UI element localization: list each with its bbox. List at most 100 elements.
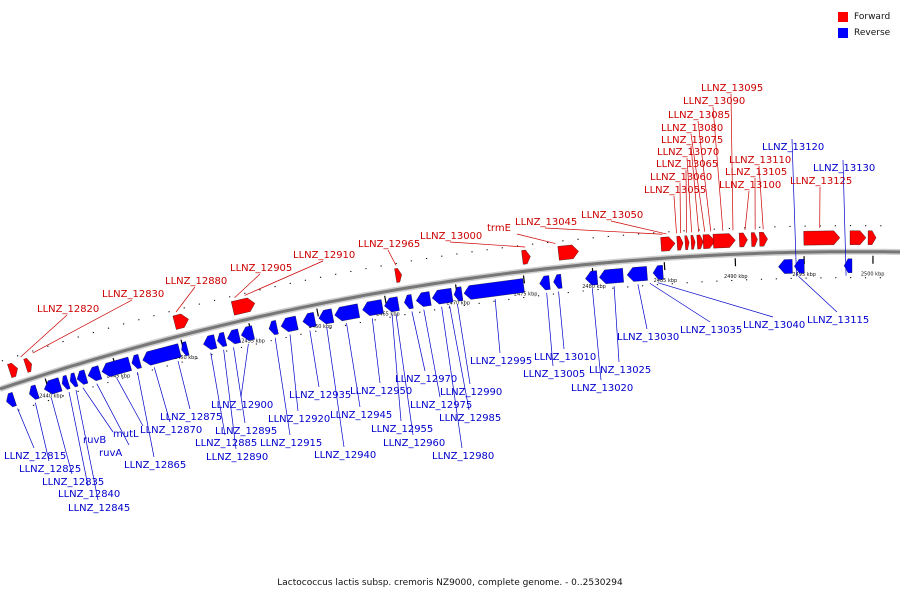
gene-label[interactable]: LLNZ_12845 [68, 503, 130, 514]
gene-arrow[interactable] [241, 325, 255, 341]
gene-arrow[interactable] [268, 320, 279, 335]
gene-arrow[interactable] [453, 286, 464, 302]
gene-label[interactable]: LLNZ_13115 [807, 315, 869, 326]
gene-arrow[interactable] [394, 268, 402, 283]
gene-arrow[interactable] [7, 362, 18, 378]
gene-label[interactable]: LLNZ_13020 [571, 383, 633, 394]
gene-label[interactable]: LLNZ_12870 [140, 425, 202, 436]
gene-arrow[interactable] [585, 270, 599, 286]
gene-label[interactable]: LLNZ_13130 [813, 163, 875, 174]
gene-label[interactable]: LLNZ_13120 [762, 142, 824, 153]
gene-label[interactable]: LLNZ_13025 [589, 365, 651, 376]
gene-label[interactable]: LLNZ_13040 [743, 320, 805, 331]
gene-label[interactable]: LLNZ_12935 [289, 390, 351, 401]
gene-arrow[interactable] [867, 230, 877, 245]
gene-arrow[interactable] [803, 230, 841, 246]
gene-arrow[interactable] [738, 232, 748, 248]
gene-label[interactable]: LLNZ_13080 [661, 123, 723, 134]
gene-arrow[interactable] [61, 375, 71, 390]
gene-arrow[interactable] [318, 308, 335, 325]
gene-label[interactable]: LLNZ_13105 [725, 167, 787, 178]
gene-label[interactable]: LLNZ_12975 [410, 400, 472, 411]
gene-label[interactable]: LLNZ_12955 [371, 424, 433, 435]
gene-label[interactable]: LLNZ_12910 [293, 250, 355, 261]
gene-arrow[interactable] [29, 384, 40, 400]
gene-label[interactable]: LLNZ_12820 [37, 304, 99, 315]
gene-arrow[interactable] [712, 233, 736, 249]
gene-arrow[interactable] [6, 392, 17, 408]
gene-arrow[interactable] [217, 332, 228, 347]
gene-arrow[interactable] [181, 341, 190, 357]
gene-label[interactable]: ruvA [99, 448, 122, 459]
gene-arrow[interactable] [302, 312, 317, 328]
gene-label[interactable]: LLNZ_12830 [102, 289, 164, 300]
gene-label[interactable]: LLNZ_12980 [432, 451, 494, 462]
gene-label[interactable]: LLNZ_12985 [439, 413, 501, 424]
gene-label[interactable]: LLNZ_13085 [668, 110, 730, 121]
gene-arrow[interactable] [676, 235, 684, 251]
gene-label[interactable]: ruvB [83, 435, 106, 446]
gene-label[interactable]: LLNZ_13100 [719, 180, 781, 191]
gene-label[interactable]: LLNZ_12865 [124, 460, 186, 471]
gene-arrow[interactable] [684, 235, 690, 250]
gene-arrow[interactable] [702, 234, 716, 249]
gene-arrow[interactable] [231, 297, 256, 316]
gene-arrow[interactable] [696, 234, 704, 250]
gene-label[interactable]: LLNZ_13055 [644, 185, 706, 196]
gene-label[interactable]: LLNZ_12995 [470, 356, 532, 367]
gene-label[interactable]: LLNZ_12965 [358, 239, 420, 250]
gene-arrow[interactable] [87, 365, 103, 381]
gene-label[interactable]: mutL [113, 429, 139, 440]
gene-label[interactable]: LLNZ_13045 [515, 217, 577, 228]
gene-arrow[interactable] [759, 232, 768, 247]
gene-arrow[interactable] [227, 328, 241, 345]
gene-arrow[interactable] [843, 258, 853, 273]
gene-label[interactable]: LLNZ_13035 [680, 325, 742, 336]
gene-label[interactable]: LLNZ_13010 [534, 352, 596, 363]
gene-label[interactable]: LLNZ_12885 [195, 438, 257, 449]
gene-label[interactable]: LLNZ_12960 [383, 438, 445, 449]
gene-arrow[interactable] [131, 354, 142, 369]
gene-label[interactable]: LLNZ_12915 [260, 438, 322, 449]
gene-arrow[interactable] [778, 259, 793, 274]
gene-arrow[interactable] [69, 372, 79, 388]
gene-arrow[interactable] [690, 235, 696, 250]
gene-arrow[interactable] [557, 244, 579, 261]
gene-label[interactable]: LLNZ_13095 [701, 83, 763, 94]
gene-label[interactable]: LLNZ_13005 [523, 369, 585, 380]
gene-label[interactable]: LLNZ_13110 [729, 155, 791, 166]
gene-label[interactable]: LLNZ_13000 [420, 231, 482, 242]
gene-arrow[interactable] [751, 232, 758, 247]
gene-arrow[interactable] [660, 236, 676, 252]
gene-label[interactable]: LLNZ_12890 [206, 452, 268, 463]
gene-label[interactable]: LLNZ_13125 [790, 176, 852, 187]
gene-arrow[interactable] [362, 299, 384, 316]
gene-arrow[interactable] [101, 356, 132, 377]
gene-arrow[interactable] [553, 274, 563, 289]
gene-arrow[interactable] [849, 230, 867, 245]
gene-arrow[interactable] [142, 343, 182, 366]
gene-arrow[interactable] [384, 296, 400, 313]
gene-arrow[interactable] [203, 334, 218, 350]
gene-label[interactable]: LLNZ_12920 [268, 414, 330, 425]
gene-arrow[interactable] [76, 369, 89, 385]
gene-label[interactable]: LLNZ_13070 [657, 147, 719, 158]
gene-label[interactable]: LLNZ_12945 [330, 410, 392, 421]
gene-label[interactable]: LLNZ_12905 [230, 263, 292, 274]
gene-label[interactable]: LLNZ_12895 [215, 426, 277, 437]
gene-arrow[interactable] [432, 288, 454, 305]
gene-label[interactable]: LLNZ_13090 [683, 96, 745, 107]
gene-arrow[interactable] [416, 291, 432, 307]
gene-label[interactable]: LLNZ_12835 [42, 477, 104, 488]
gene-label[interactable]: LLNZ_12970 [395, 374, 457, 385]
gene-label[interactable]: LLNZ_12880 [165, 276, 227, 287]
gene-label[interactable]: LLNZ_12815 [4, 451, 66, 462]
gene-arrow[interactable] [44, 377, 63, 395]
gene-label[interactable]: trmE [487, 223, 511, 234]
gene-arrow[interactable] [599, 268, 624, 284]
gene-label[interactable]: LLNZ_13030 [617, 332, 679, 343]
gene-arrow[interactable] [652, 265, 664, 280]
gene-arrow[interactable] [463, 278, 525, 300]
gene-arrow[interactable] [404, 294, 414, 310]
gene-arrow[interactable] [334, 303, 360, 322]
